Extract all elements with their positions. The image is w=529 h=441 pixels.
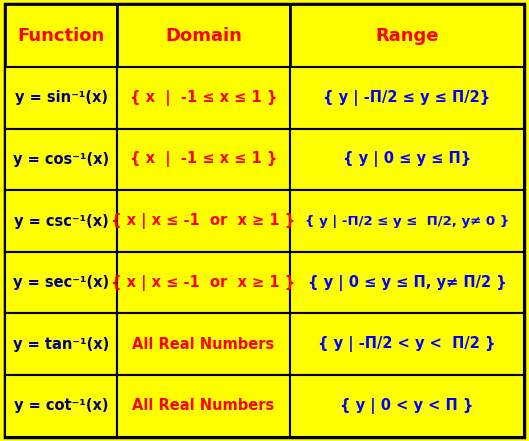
Bar — [5, 129, 117, 190]
Bar — [5, 375, 117, 437]
Text: y = sin⁻¹(x): y = sin⁻¹(x) — [14, 90, 107, 105]
Bar — [5, 67, 117, 129]
Bar — [117, 314, 290, 375]
Text: y = sec⁻¹(x): y = sec⁻¹(x) — [13, 275, 109, 290]
Text: y = tan⁻¹(x): y = tan⁻¹(x) — [13, 337, 109, 352]
Text: { x  |  -1 ≤ x ≤ 1 }: { x | -1 ≤ x ≤ 1 } — [130, 90, 277, 106]
Text: { y | 0 < y < Π }: { y | 0 < y < Π } — [340, 398, 474, 414]
Text: { x | x ≤ -1  or  x ≥ 1 }: { x | x ≤ -1 or x ≥ 1 } — [112, 213, 296, 229]
Bar — [117, 375, 290, 437]
Bar — [117, 252, 290, 314]
Text: { y | 0 ≤ y ≤ Π}: { y | 0 ≤ y ≤ Π} — [343, 151, 471, 168]
Bar — [5, 252, 117, 314]
Bar — [5, 4, 117, 67]
Bar — [290, 190, 524, 252]
Bar — [290, 129, 524, 190]
Bar — [290, 252, 524, 314]
Bar — [117, 4, 290, 67]
Bar — [5, 190, 117, 252]
Bar — [290, 67, 524, 129]
Bar — [117, 67, 290, 129]
Text: { y | 0 ≤ y ≤ Π, y≠ Π/2 }: { y | 0 ≤ y ≤ Π, y≠ Π/2 } — [308, 275, 506, 291]
Text: Range: Range — [375, 27, 439, 45]
Text: Domain: Domain — [165, 27, 242, 45]
Text: y = cot⁻¹(x): y = cot⁻¹(x) — [14, 398, 108, 413]
Text: Function: Function — [17, 27, 105, 45]
Text: y = csc⁻¹(x): y = csc⁻¹(x) — [14, 213, 108, 228]
Text: { y | -Π/2 ≤ y ≤ Π/2}: { y | -Π/2 ≤ y ≤ Π/2} — [323, 90, 491, 106]
Text: y = cos⁻¹(x): y = cos⁻¹(x) — [13, 152, 109, 167]
Text: { y | -Π/2 ≤ y ≤  Π/2, y≠ 0 }: { y | -Π/2 ≤ y ≤ Π/2, y≠ 0 } — [305, 214, 509, 228]
Bar — [290, 4, 524, 67]
Bar — [117, 190, 290, 252]
Text: All Real Numbers: All Real Numbers — [132, 398, 275, 413]
Text: { y | -Π/2 < y <  Π/2 }: { y | -Π/2 < y < Π/2 } — [318, 336, 496, 352]
Bar — [117, 129, 290, 190]
Text: All Real Numbers: All Real Numbers — [132, 337, 275, 352]
Text: { x | x ≤ -1  or  x ≥ 1 }: { x | x ≤ -1 or x ≥ 1 } — [112, 275, 296, 291]
Bar — [5, 314, 117, 375]
Bar — [290, 314, 524, 375]
Bar — [290, 375, 524, 437]
Text: { x  |  -1 ≤ x ≤ 1 }: { x | -1 ≤ x ≤ 1 } — [130, 151, 277, 168]
